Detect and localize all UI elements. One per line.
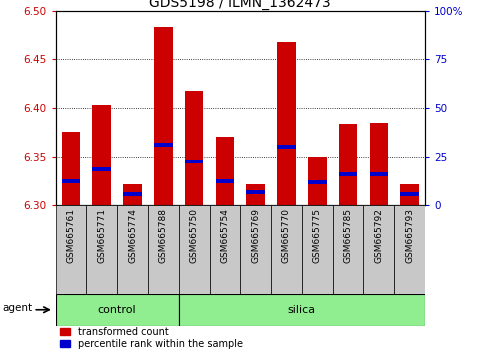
Text: GSM665769: GSM665769 <box>251 208 260 263</box>
Text: GSM665750: GSM665750 <box>190 208 199 263</box>
Bar <box>394 205 425 294</box>
Text: GSM665792: GSM665792 <box>374 208 384 263</box>
Bar <box>339 172 357 176</box>
Bar <box>62 179 80 183</box>
Bar <box>210 205 240 294</box>
Text: control: control <box>98 305 136 315</box>
Bar <box>154 27 172 205</box>
Text: GSM665793: GSM665793 <box>405 208 414 263</box>
Bar <box>400 192 419 195</box>
Bar <box>92 105 111 205</box>
Text: GSM665788: GSM665788 <box>159 208 168 263</box>
Text: GSM665774: GSM665774 <box>128 208 137 263</box>
Bar <box>364 205 394 294</box>
Bar <box>246 190 265 194</box>
Bar <box>148 205 179 294</box>
Bar <box>215 137 234 205</box>
Bar <box>92 167 111 171</box>
Bar <box>215 179 234 183</box>
Bar <box>308 180 327 184</box>
Bar <box>308 156 327 205</box>
Bar <box>277 42 296 205</box>
Bar <box>56 205 86 294</box>
Bar <box>277 145 296 149</box>
Bar <box>271 205 302 294</box>
Text: GSM665770: GSM665770 <box>282 208 291 263</box>
Text: agent: agent <box>3 303 33 313</box>
Bar <box>185 91 203 205</box>
Bar <box>339 124 357 205</box>
Bar <box>86 205 117 294</box>
Text: GSM665771: GSM665771 <box>97 208 106 263</box>
Text: silica: silica <box>288 305 316 315</box>
Bar <box>154 143 172 147</box>
Bar <box>400 184 419 205</box>
Legend: transformed count, percentile rank within the sample: transformed count, percentile rank withi… <box>60 327 243 349</box>
Bar <box>179 205 210 294</box>
Text: GSM665761: GSM665761 <box>67 208 75 263</box>
Bar <box>185 160 203 164</box>
Bar <box>369 122 388 205</box>
Bar <box>179 294 425 326</box>
Text: GSM665775: GSM665775 <box>313 208 322 263</box>
Text: GSM665785: GSM665785 <box>343 208 353 263</box>
Text: GSM665754: GSM665754 <box>220 208 229 263</box>
Bar <box>302 205 333 294</box>
Bar <box>333 205 364 294</box>
Bar <box>62 132 80 205</box>
Bar <box>123 192 142 195</box>
Bar <box>123 184 142 205</box>
Title: GDS5198 / ILMN_1362473: GDS5198 / ILMN_1362473 <box>149 0 331 10</box>
Bar <box>369 172 388 176</box>
Bar <box>240 205 271 294</box>
Bar <box>117 205 148 294</box>
Bar <box>246 184 265 205</box>
Bar <box>56 294 179 326</box>
